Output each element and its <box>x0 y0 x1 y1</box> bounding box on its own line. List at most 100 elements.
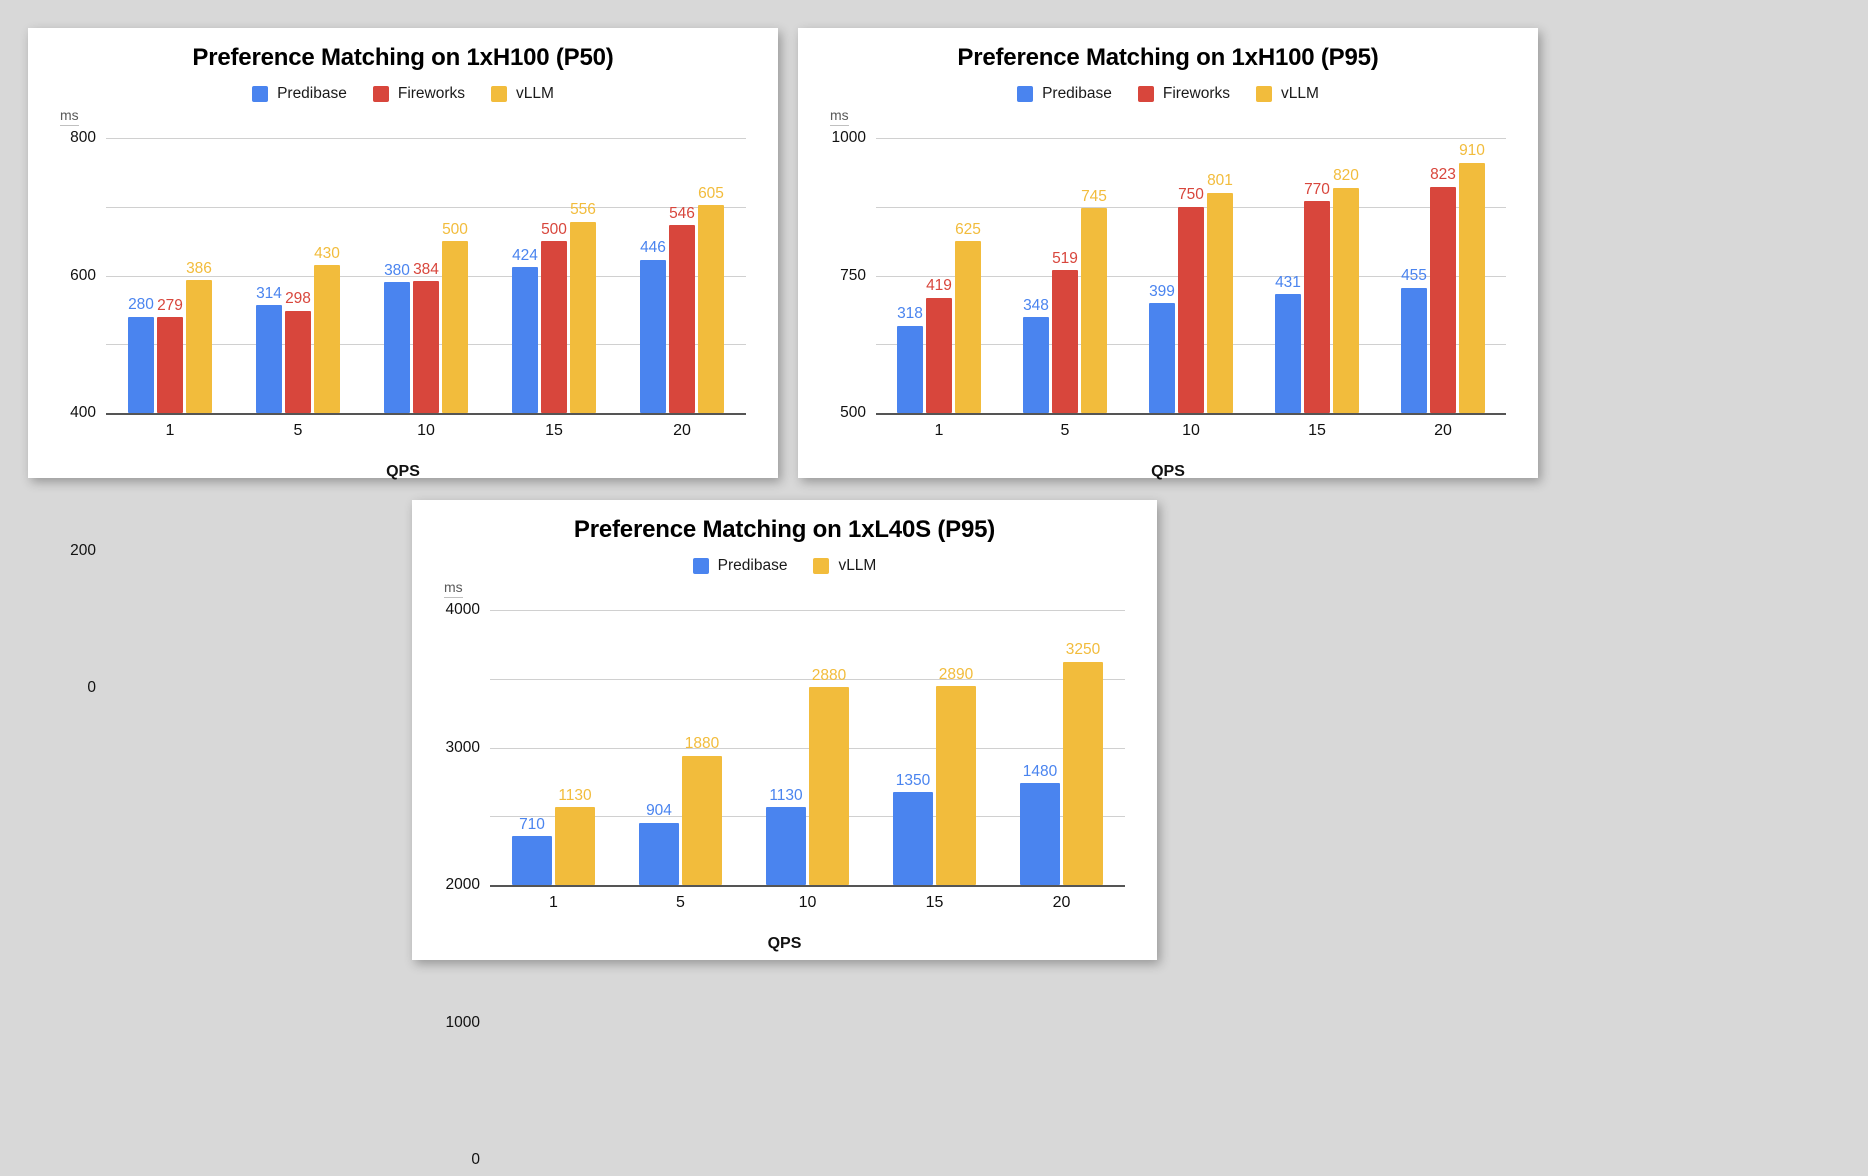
bar-rect[interactable] <box>640 259 666 413</box>
bar-predibase[interactable]: 399 <box>1149 138 1175 413</box>
bar-rect[interactable] <box>512 836 552 885</box>
x-axis-tick-label: 15 <box>545 422 563 439</box>
bar-rect[interactable] <box>570 221 596 413</box>
bar-rect[interactable] <box>1052 270 1078 413</box>
bar-rect[interactable] <box>1304 201 1330 413</box>
bar-vllm[interactable]: 801 <box>1207 138 1233 413</box>
bar-rect[interactable] <box>442 241 468 413</box>
bar-fireworks[interactable]: 750 <box>1178 138 1204 413</box>
bar-rect[interactable] <box>1275 294 1301 413</box>
bar-rect[interactable] <box>897 325 923 413</box>
bar-predibase[interactable]: 455 <box>1401 138 1427 413</box>
bar-rect[interactable] <box>1149 303 1175 413</box>
bar-fireworks[interactable]: 298 <box>285 138 311 413</box>
bar-vllm[interactable]: 2880 <box>809 610 849 885</box>
y-axis-tick-label: 400 <box>70 404 96 421</box>
bar-group: 1350 2890 15 <box>876 610 994 911</box>
bar-rect[interactable] <box>1207 192 1233 413</box>
bar-rect[interactable] <box>413 281 439 413</box>
bar-vllm[interactable]: 1130 <box>555 610 595 885</box>
bar-fireworks[interactable]: 519 <box>1052 138 1078 413</box>
bar-rect[interactable] <box>1430 186 1456 413</box>
bar-value-label: 348 <box>1023 296 1049 314</box>
bar-fireworks[interactable]: 770 <box>1304 138 1330 413</box>
bar-predibase[interactable]: 380 <box>384 138 410 413</box>
bar-rect[interactable] <box>1401 287 1427 413</box>
bar-rect[interactable] <box>541 241 567 413</box>
bar-rect[interactable] <box>1333 187 1359 413</box>
bar-rect[interactable] <box>669 225 695 413</box>
bar-group: 280 279 386 1 <box>110 138 230 439</box>
bar-predibase[interactable]: 280 <box>128 138 154 413</box>
bar-fireworks[interactable]: 419 <box>926 138 952 413</box>
bar-predibase[interactable]: 446 <box>640 138 666 413</box>
bar-rect[interactable] <box>639 822 679 885</box>
bar-rect[interactable] <box>1459 162 1485 413</box>
bar-vllm[interactable]: 556 <box>570 138 596 413</box>
legend-item-fireworks[interactable]: Fireworks <box>1137 85 1231 103</box>
bar-predibase[interactable]: 1480 <box>1020 610 1060 885</box>
bar-rect[interactable] <box>809 687 849 885</box>
bar-vllm[interactable]: 3250 <box>1063 610 1103 885</box>
legend-item-predibase[interactable]: Predibase <box>1017 85 1112 103</box>
bar-vllm[interactable]: 430 <box>314 138 340 413</box>
bar-rect[interactable] <box>555 807 595 885</box>
y-axis-unit-label: ms <box>830 108 849 126</box>
bar-rect[interactable] <box>926 297 952 413</box>
bar-predibase[interactable]: 1350 <box>893 610 933 885</box>
bar-rect[interactable] <box>128 316 154 413</box>
bar-predibase[interactable]: 431 <box>1275 138 1301 413</box>
bar-rect[interactable] <box>186 280 212 413</box>
plot-box: 0 1000 2000 3000 4000 710 1130 1 904 1880 5 1130 288… <box>446 601 1125 1168</box>
bar-rect[interactable] <box>285 310 311 413</box>
bar-rect[interactable] <box>698 205 724 413</box>
bar-fireworks[interactable]: 384 <box>413 138 439 413</box>
bar-vllm[interactable]: 1880 <box>682 610 722 885</box>
bar-vllm[interactable]: 605 <box>698 138 724 413</box>
bar-rect[interactable] <box>682 755 722 885</box>
bar-value-label: 1130 <box>558 786 592 804</box>
bar-vllm[interactable]: 500 <box>442 138 468 413</box>
legend-label: Fireworks <box>1162 85 1231 102</box>
legend-item-predibase[interactable]: Predibase <box>692 557 787 575</box>
bar-vllm[interactable]: 910 <box>1459 138 1485 413</box>
bar-rect[interactable] <box>1023 317 1049 413</box>
bar-rect[interactable] <box>384 282 410 413</box>
bar-rect[interactable] <box>955 241 981 413</box>
bar-rect[interactable] <box>936 686 976 885</box>
bar-vllm[interactable]: 386 <box>186 138 212 413</box>
bar-predibase[interactable]: 1130 <box>766 610 806 885</box>
bar-predibase[interactable]: 318 <box>897 138 923 413</box>
bar-fireworks[interactable]: 546 <box>669 138 695 413</box>
bar-rect[interactable] <box>256 305 282 413</box>
bar-predibase[interactable]: 314 <box>256 138 282 413</box>
bar-rect[interactable] <box>1178 206 1204 413</box>
bar-rect[interactable] <box>512 267 538 413</box>
bar-predibase[interactable]: 348 <box>1023 138 1049 413</box>
bar-predibase[interactable]: 710 <box>512 610 552 885</box>
y-axis-tick-label: 200 <box>70 541 96 559</box>
bar-rect[interactable] <box>893 792 933 885</box>
bar-rect[interactable] <box>314 265 340 413</box>
bar-value-label: 605 <box>698 184 724 202</box>
bar-fireworks[interactable]: 823 <box>1430 138 1456 413</box>
bar-rect[interactable] <box>1063 661 1103 885</box>
legend-item-fireworks[interactable]: Fireworks <box>372 85 465 103</box>
bar-vllm[interactable]: 820 <box>1333 138 1359 413</box>
bar-rect[interactable] <box>766 807 806 885</box>
legend-item-vllm[interactable]: vLLM <box>813 557 876 575</box>
bar-vllm[interactable]: 2890 <box>936 610 976 885</box>
bar-rect[interactable] <box>157 317 183 413</box>
bar-fireworks[interactable]: 279 <box>157 138 183 413</box>
legend-item-vllm[interactable]: vLLM <box>1256 85 1319 103</box>
legend-item-vllm[interactable]: vLLM <box>491 85 554 103</box>
y-axis-tick-label: 3000 <box>445 738 480 756</box>
legend-item-predibase[interactable]: Predibase <box>252 85 347 103</box>
bar-fireworks[interactable]: 500 <box>541 138 567 413</box>
bar-vllm[interactable]: 745 <box>1081 138 1107 413</box>
bar-rect[interactable] <box>1081 208 1107 413</box>
bar-rect[interactable] <box>1020 783 1060 885</box>
bar-predibase[interactable]: 424 <box>512 138 538 413</box>
bar-vllm[interactable]: 625 <box>955 138 981 413</box>
bar-predibase[interactable]: 904 <box>639 610 679 885</box>
